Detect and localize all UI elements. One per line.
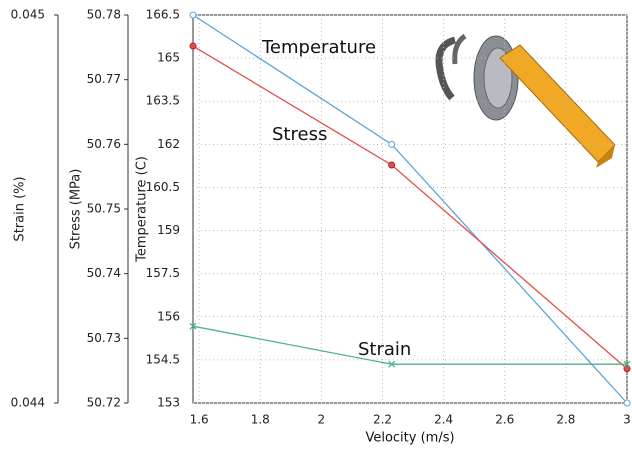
x-tick-label: 2.4	[434, 413, 453, 427]
y-tick-label: 153	[157, 396, 180, 410]
x-tick-label: 2.2	[373, 413, 392, 427]
device-illustration	[435, 33, 616, 168]
y-tick-label: 0.044	[11, 396, 45, 410]
y-tick-label: 162	[157, 137, 180, 151]
marker	[388, 161, 396, 169]
marker	[388, 140, 396, 148]
series-label: Temperature	[261, 37, 376, 58]
marker	[623, 399, 631, 407]
y-tick-label: 156	[157, 309, 180, 323]
marker	[189, 11, 197, 19]
y3label: Strain (%)	[13, 176, 28, 241]
y-tick-label: 50.77	[87, 72, 121, 86]
series-label: Stress	[272, 124, 327, 145]
y2label: Stress (MPa)	[69, 169, 84, 250]
x-tick-label: 2	[318, 413, 326, 427]
marker	[623, 365, 631, 373]
x-tick-label: 2.6	[495, 413, 514, 427]
y-tick-label: 50.78	[87, 8, 121, 22]
marker	[623, 360, 631, 368]
marker	[189, 42, 197, 50]
y-tick-label: 154.5	[146, 352, 180, 366]
y-tick-label: 50.72	[87, 396, 121, 410]
y-tick-label: 163.5	[146, 94, 180, 108]
y-tick-label: 159	[157, 223, 180, 237]
x-tick-label: 1.6	[190, 413, 209, 427]
y-tick-label: 50.74	[87, 266, 121, 280]
y-tick-label: 166.5	[146, 8, 180, 22]
marker	[189, 322, 197, 330]
x-tick-label: 2.8	[556, 413, 575, 427]
ylabel: Temperature (C)	[135, 156, 150, 263]
marker	[388, 360, 396, 368]
y-tick-label: 50.76	[87, 137, 121, 151]
y-tick-label: 157.5	[146, 266, 180, 280]
series-label: Strain	[358, 339, 411, 360]
y-tick-label: 0.045	[11, 8, 45, 22]
x-tick-label: 3	[623, 413, 631, 427]
y-tick-label: 50.73	[87, 331, 121, 345]
y-tick-label: 165	[157, 51, 180, 65]
x-tick-label: 1.8	[251, 413, 270, 427]
xlabel: Velocity (m/s)	[365, 431, 454, 446]
y-tick-label: 50.75	[87, 202, 121, 216]
y-tick-label: 160.5	[146, 180, 180, 194]
